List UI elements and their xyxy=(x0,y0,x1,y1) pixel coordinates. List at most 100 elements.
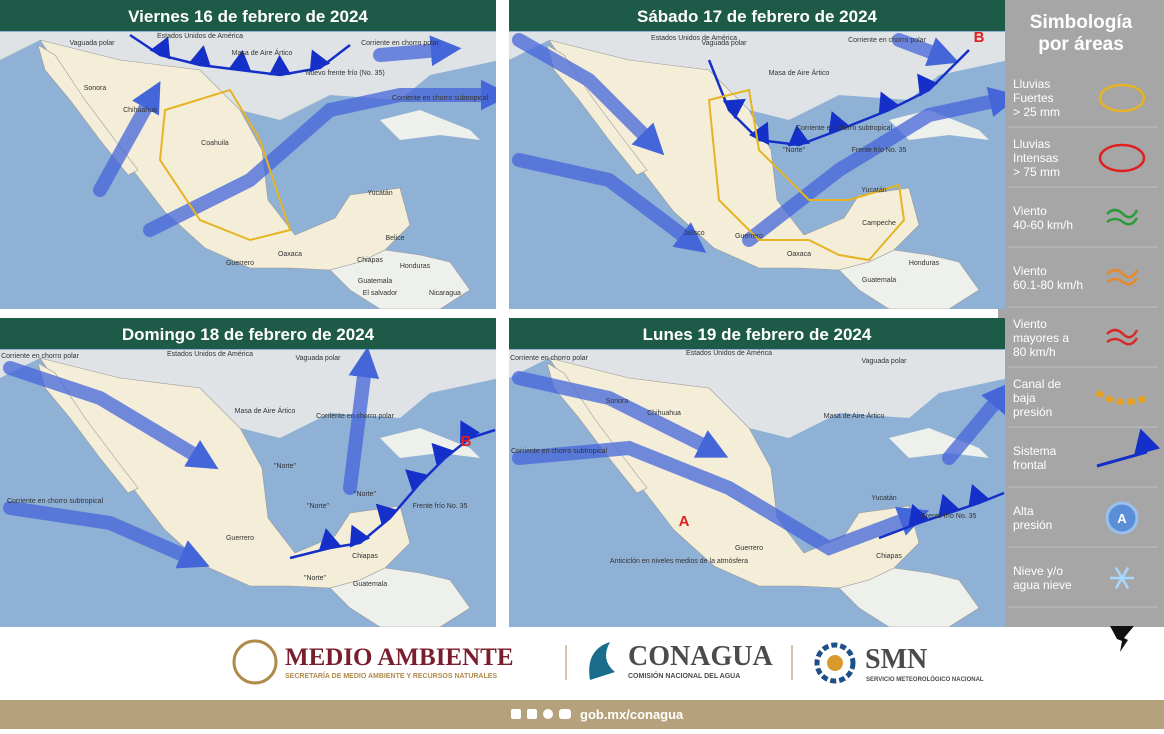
brand-subtitle: SERVICIO METEOROLÓGICO NACIONAL xyxy=(866,675,984,683)
legend-label: agua nieve xyxy=(1013,578,1072,592)
logo xyxy=(814,642,856,684)
legend-title: Simbología xyxy=(1030,12,1133,33)
map-label: Chiapas xyxy=(352,553,378,560)
map-label: A xyxy=(679,513,690,530)
jet-stream xyxy=(512,371,729,458)
map-label: "Norte" xyxy=(304,575,327,582)
map-label: Estados Unidos de América xyxy=(167,351,253,358)
rain-area xyxy=(158,88,292,242)
map-label: Sonora xyxy=(84,85,107,92)
map-label: Corriente en chorro polar xyxy=(361,40,439,47)
map-panel: Viernes 16 de febrero de 2024 Vaguada pol… xyxy=(0,0,496,309)
legend-icon xyxy=(1106,328,1139,346)
map-label: Corriente en chorro subtropical xyxy=(511,448,608,455)
legend-label: Probabilidad xyxy=(1013,626,1074,638)
map-label: El salvador xyxy=(363,290,398,297)
jet-stream xyxy=(3,361,219,470)
jet-stream xyxy=(512,440,930,556)
map-label: B xyxy=(974,29,985,46)
map-label: Chiapas xyxy=(876,553,902,560)
map-label: Chiapas xyxy=(357,257,383,264)
legend-label: Lluvias xyxy=(1013,77,1050,91)
panel-title: Sábado 17 de febrero de 2024 xyxy=(637,7,878,26)
legend-icon xyxy=(1096,428,1161,468)
legend-title: por áreas xyxy=(1038,34,1124,55)
map-label: Guerrero xyxy=(735,545,763,552)
legend-label: Viento xyxy=(1013,204,1047,218)
jet-stream xyxy=(143,79,496,237)
map-label: Chihuahua xyxy=(123,107,157,114)
map-label: Yucatán xyxy=(861,187,886,194)
panel-title: Viernes 16 de febrero de 2024 xyxy=(128,7,368,26)
map-label: Oaxaca xyxy=(787,251,811,258)
map-label: Nicaragua xyxy=(429,290,461,297)
legend-label: Nieve y/o xyxy=(1013,564,1063,578)
brand-name: SMN xyxy=(865,644,927,675)
map-label: Chihuahua xyxy=(647,410,681,417)
brand-subtitle: SECRETARÍA DE MEDIO AMBIENTE Y RECURSOS … xyxy=(285,671,497,680)
map-label: Frente frío No. 35 xyxy=(852,147,907,154)
map-label: Masa de Aire Ártico xyxy=(235,406,296,415)
map-label: Corriente en chorro polar xyxy=(848,37,926,44)
map-label: Estados Unidos de América xyxy=(157,33,243,40)
logo xyxy=(589,642,615,680)
jet-stream xyxy=(942,381,1005,465)
map-label: Corriente en chorro polar xyxy=(1,353,79,360)
brand-name: CONAGUA xyxy=(628,641,773,672)
map-label: Jalisco xyxy=(683,230,705,237)
brand-subtitle: COMISIÓN NACIONAL DEL AGUA xyxy=(628,671,740,680)
legend-label: de tornados xyxy=(1013,640,1072,652)
legend-label: 60.1-80 km/h xyxy=(1013,278,1083,292)
map-label: Yucatán xyxy=(871,495,896,502)
social-icons xyxy=(511,709,571,719)
legend-label: Sistema xyxy=(1013,444,1057,458)
legend-label: frontal xyxy=(1013,458,1046,472)
map-panel: Domingo 18 de febrero de 2024 Corriente e… xyxy=(0,318,496,627)
legend-icon xyxy=(1106,208,1139,226)
map-label: Estados Unidos de América xyxy=(686,350,772,357)
footer-bar xyxy=(0,700,1164,729)
jet-stream xyxy=(512,33,665,156)
map-label: Honduras xyxy=(400,263,431,270)
cold-front xyxy=(129,33,351,77)
map-label: Guatemala xyxy=(358,278,392,285)
rain-area xyxy=(707,88,906,262)
legend-label: mayores a xyxy=(1013,331,1069,345)
map-label: Campeche xyxy=(862,220,896,227)
map-label: Guerrero xyxy=(735,233,763,240)
legend-icon xyxy=(1098,143,1146,173)
jet-stream xyxy=(892,33,960,67)
map-label: "Norte" xyxy=(274,463,297,470)
map-label: Frente frío No. 35 xyxy=(922,513,977,520)
map-label: "Norte" xyxy=(354,491,377,498)
legend-label: Canal de xyxy=(1013,377,1061,391)
legend-icon xyxy=(1114,566,1130,590)
cold-front xyxy=(289,420,496,560)
legend-label: presión xyxy=(1013,405,1052,419)
map-label: Guerrero xyxy=(226,535,254,542)
map-panel: Sábado 17 de febrero de 2024 Vaguada pola… xyxy=(509,0,1005,309)
map-label: Nuevo frente frío (No. 35) xyxy=(305,70,384,77)
legend-icon xyxy=(1105,501,1139,535)
logo xyxy=(232,639,278,685)
panel-title: Domingo 18 de febrero de 2024 xyxy=(122,325,375,344)
map-label: Corriente en chorro subtropical xyxy=(392,95,489,102)
map-label: Masa de Aire Ártico xyxy=(232,48,293,57)
map-label: Guatemala xyxy=(862,277,896,284)
map-label: Corriente en chorro polar xyxy=(316,413,394,420)
map-label: Masa de Aire Ártico xyxy=(769,68,830,77)
jet-stream xyxy=(3,501,210,569)
map-label: Belice xyxy=(385,235,404,242)
map-label: "Norte" xyxy=(307,503,330,510)
title-bar xyxy=(509,318,1005,349)
title-bar xyxy=(509,0,1005,31)
map-label: Corriente en chorro subtropical xyxy=(796,125,893,132)
map-label: Anticiclón en niveles medios de la atmós… xyxy=(610,558,748,565)
map-label: Estados Unidos de América xyxy=(651,35,737,42)
legend-label: 40-60 km/h xyxy=(1013,218,1073,232)
cold-front xyxy=(878,483,1005,540)
jet-stream xyxy=(373,35,462,67)
